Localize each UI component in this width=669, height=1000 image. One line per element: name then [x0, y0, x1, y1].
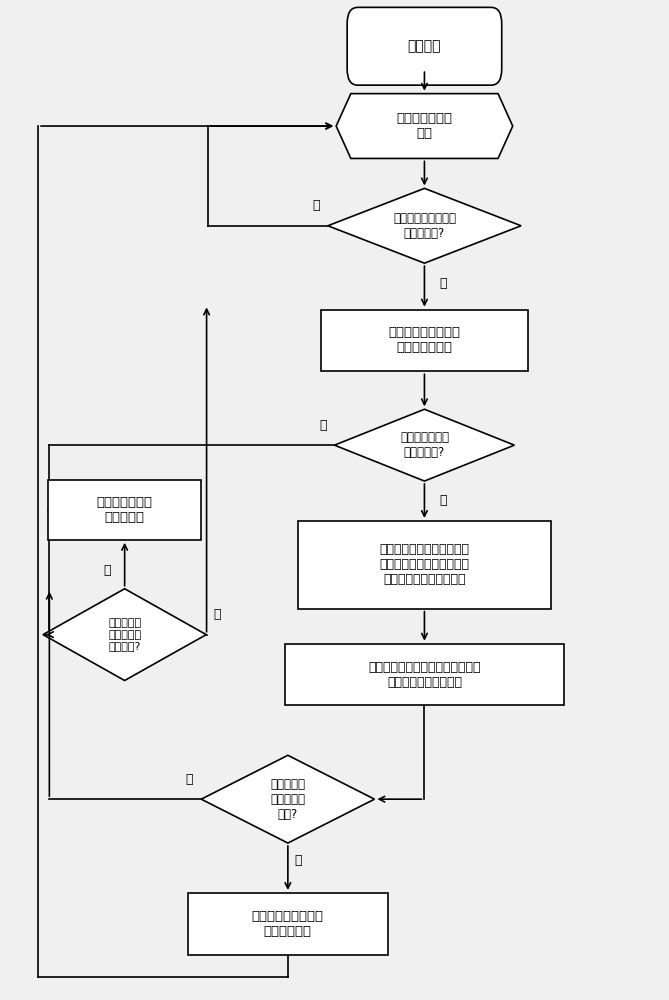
Text: 电容触摸屏
此前检测到
触控行为?: 电容触摸屏 此前检测到 触控行为?: [108, 618, 141, 651]
Text: 薄膜压力传感器检测
到触控行为?: 薄膜压力传感器检测 到触控行为?: [393, 212, 456, 240]
Bar: [188, 893, 388, 955]
Bar: [284, 644, 565, 705]
Text: 否: 否: [294, 854, 302, 867]
Text: 电容触摸屏检测
到触控行为?: 电容触摸屏检测 到触控行为?: [400, 431, 449, 459]
Text: 电容触摸屏控制芯片
进入休眠状态: 电容触摸屏控制芯片 进入休眠状态: [252, 910, 324, 938]
Polygon shape: [334, 409, 514, 481]
Text: 电容触摸屏控制芯片
切换至工作状态: 电容触摸屏控制芯片 切换至工作状态: [389, 326, 460, 354]
Text: 主控芯片根据触控点数、位
置和各个压力传感器压力值
计算各个触控位置的压力: 主控芯片根据触控点数、位 置和各个压力传感器压力值 计算各个触控位置的压力: [379, 543, 470, 586]
Text: 设备启动: 设备启动: [407, 39, 441, 53]
Polygon shape: [336, 94, 512, 158]
Text: 是: 是: [213, 608, 220, 621]
Text: 主控芯片根据触控点数、位置及对
应压力，执行相关操作: 主控芯片根据触控点数、位置及对 应压力，执行相关操作: [368, 661, 481, 689]
Text: 提高电容触摸屏
检测灵敏度: 提高电容触摸屏 检测灵敏度: [96, 496, 153, 524]
Text: 压力传感器
检测到触控
行为?: 压力传感器 检测到触控 行为?: [270, 778, 305, 821]
Bar: [298, 521, 551, 609]
Text: 是: 是: [439, 494, 447, 507]
Text: 是: 是: [439, 277, 447, 290]
Text: 否: 否: [319, 419, 326, 432]
Polygon shape: [201, 755, 375, 843]
Bar: [321, 310, 528, 371]
Text: 否: 否: [312, 199, 320, 212]
Text: 否: 否: [104, 564, 111, 577]
Text: 薄膜压力传感器
值守: 薄膜压力传感器 值守: [397, 112, 452, 140]
FancyBboxPatch shape: [347, 7, 502, 85]
Polygon shape: [328, 188, 521, 263]
Polygon shape: [43, 589, 206, 680]
Text: 是: 是: [186, 773, 193, 786]
Bar: [48, 480, 201, 540]
